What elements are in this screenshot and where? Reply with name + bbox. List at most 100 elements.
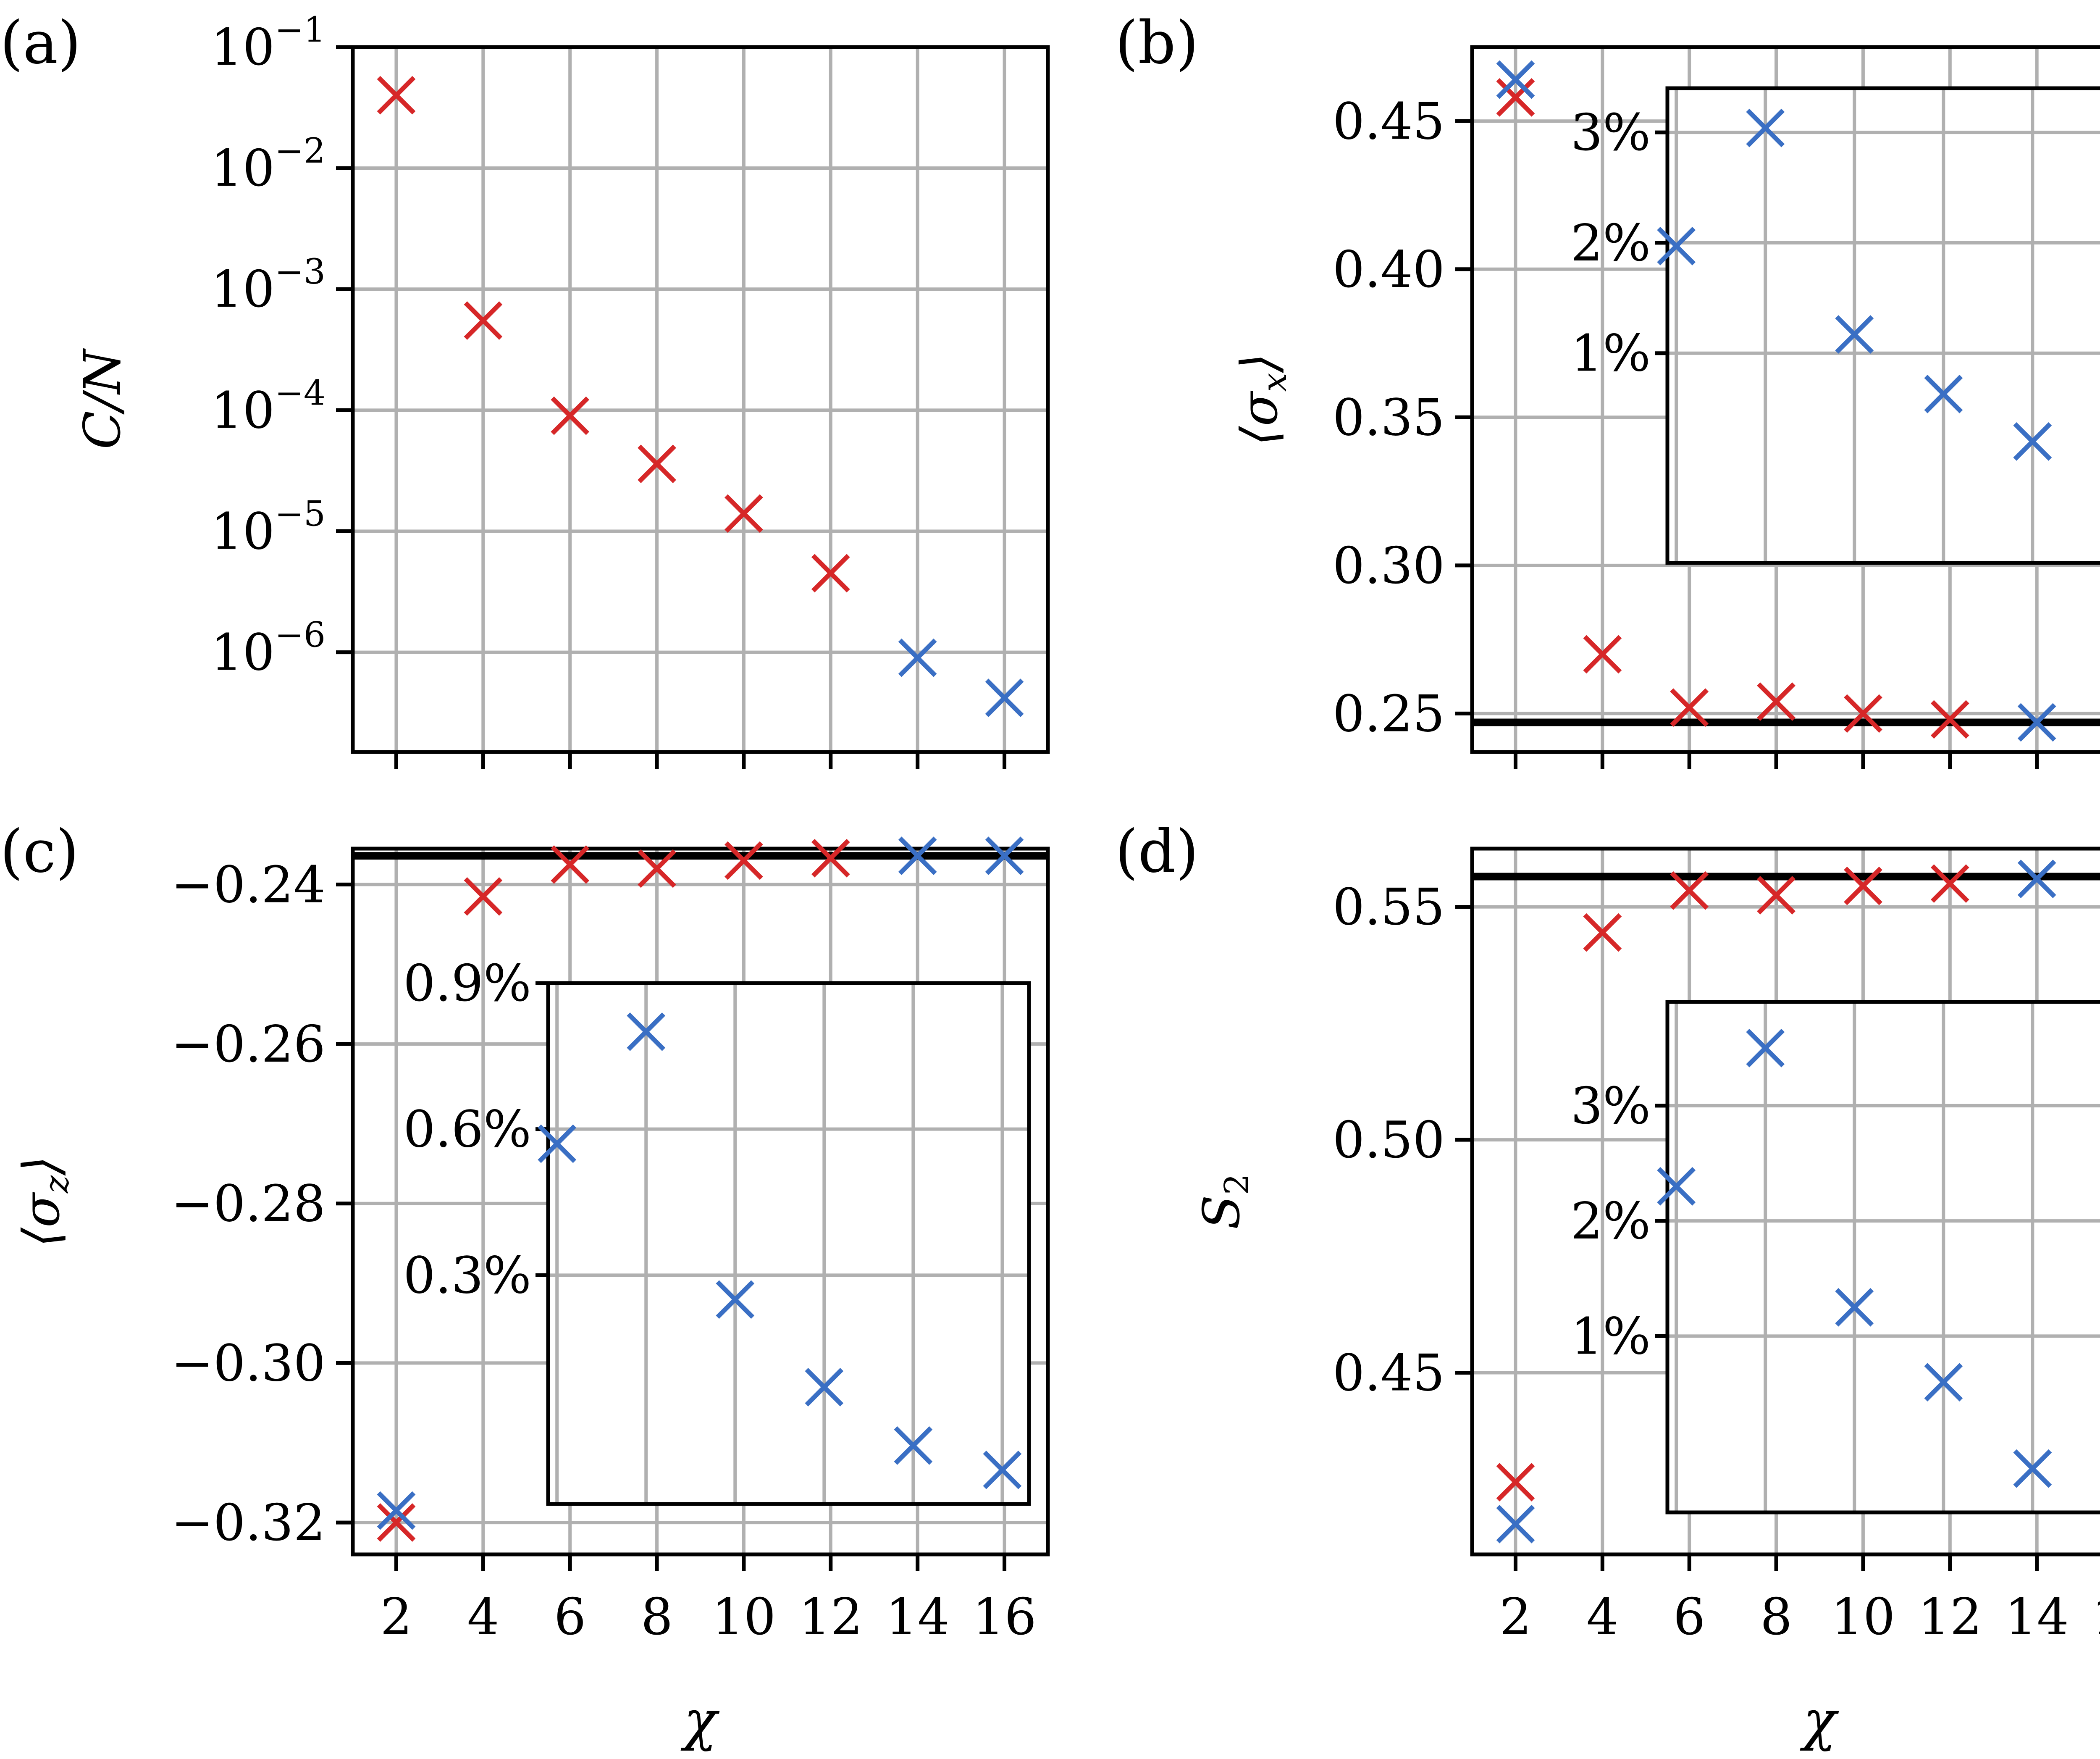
data-point-blue [1496, 60, 1535, 99]
axes-frame [1470, 847, 2100, 1557]
inset-y-tick-label: 1% [1571, 325, 1651, 383]
inset: 0.3% 0.6% 0.9% [403, 954, 1031, 1506]
inset-y-tick-label: 0.9% [403, 954, 531, 1013]
data-point-red [1757, 682, 1796, 721]
x-tick-label: 6 [554, 1588, 586, 1646]
data-point-blue [377, 1491, 416, 1530]
data-point-red [638, 444, 676, 484]
data-point-red [1757, 876, 1796, 915]
y-tick-label: −0.28 [171, 1175, 326, 1233]
x-tick-label: 10 [712, 1588, 776, 1646]
inset-data-point-blue [538, 1124, 577, 1163]
x-tick-label: 14 [885, 1588, 950, 1646]
x-axis-label: χ [1800, 1688, 1839, 1752]
panel-label: (c) [0, 818, 79, 886]
data-point-red [638, 849, 676, 888]
data-point-red [377, 1503, 416, 1542]
inset-data-point-blue [805, 1367, 844, 1407]
inset: 1% 2% 3% [1571, 1000, 2100, 1514]
inset-data-point-blue [1835, 1288, 1874, 1327]
y-tick-label: 0.35 [1333, 389, 1445, 447]
inset-frame [546, 981, 1031, 1506]
inset-gridlines [1667, 1002, 2100, 1512]
x-axis-label: χ [680, 1688, 720, 1752]
y-tick-label: 10−5 [210, 494, 326, 561]
x-tick-label: 4 [1586, 1588, 1618, 1646]
y-axis-label: C/N [74, 348, 132, 449]
gridlines [353, 47, 1048, 752]
x-tick-label: 16 [972, 1588, 1037, 1646]
inset-data-point-blue [1657, 1167, 1696, 1206]
inset-y-tick-label: 1% [1571, 1307, 1651, 1366]
inset-y-tick-label: 3% [1571, 1077, 1651, 1136]
x-tick-label: 10 [1831, 1588, 1895, 1646]
data-point-red [464, 877, 503, 916]
axes-frame [1470, 45, 2100, 754]
inset-background [1667, 1002, 2100, 1512]
y-tick-label: 0.45 [1333, 1344, 1445, 1403]
x-tick-label: 4 [467, 1588, 499, 1646]
inset-y-tick-label: 2% [1571, 1192, 1651, 1251]
data-point-red [1583, 635, 1622, 674]
panel-c: 2 4 6 8 10 12 14 16 −0.24 −0.26 −0.28 −0.30 −0.32 (c)… [0, 818, 1050, 1752]
x-tick-label: 14 [2005, 1588, 2069, 1646]
y-tick-label: 10−4 [210, 373, 326, 440]
x-tick-label: 2 [1499, 1588, 1531, 1646]
x-tick-label: 12 [798, 1588, 863, 1646]
x-tick-label: 2 [380, 1588, 412, 1646]
inset-data-point-blue [716, 1280, 755, 1319]
y-tick-label: 0.40 [1333, 241, 1445, 299]
data-point-red [811, 839, 850, 878]
inset-data-point-blue [894, 1426, 933, 1465]
data-point-red [464, 301, 503, 340]
inset-data-point-blue [2013, 422, 2052, 461]
inset-y-tick-label: 0.3% [403, 1246, 531, 1305]
y-tick-label: 0.55 [1333, 878, 1445, 937]
data-point-red [1496, 78, 1535, 117]
inset-background [548, 983, 1029, 1504]
y-tick-label: 10−1 [210, 10, 326, 77]
data-point-blue [985, 678, 1024, 718]
y-tick-label: 10−6 [210, 615, 326, 682]
inset-gridlines [1667, 88, 2100, 563]
y-tick-label: 0.30 [1333, 537, 1445, 595]
x-tick-label: 6 [1673, 1588, 1705, 1646]
data-point-red [1930, 864, 1969, 903]
y-tick-label: 0.45 [1333, 92, 1445, 151]
inset: 1% 2% 3% [1571, 86, 2100, 565]
x-tick-label: 16 [2092, 1588, 2100, 1646]
data-point-blue [2017, 703, 2056, 742]
inset-y-tick-label: 0.6% [403, 1101, 531, 1159]
x-tick-label: 12 [1918, 1588, 1982, 1646]
y-tick-label: 0.50 [1333, 1111, 1445, 1170]
data-point-red [724, 494, 763, 533]
inset-data-point-blue [1657, 226, 1696, 266]
y-tick-label: 0.25 [1333, 685, 1445, 743]
y-axis-label: S2 [1193, 1173, 1256, 1229]
inset-gridlines [548, 983, 1029, 1504]
data-point-red [811, 554, 850, 593]
inset-data-point-blue [2013, 1449, 2052, 1488]
panel-a: 10−1 10−2 10−3 10−4 10−5 10−6 (a) C/N [0, 9, 1050, 769]
y-tick-label: 10−2 [210, 131, 326, 198]
y-tick-label: −0.32 [171, 1494, 326, 1552]
data-point-blue [985, 836, 1024, 875]
panel-label: (a) [0, 9, 81, 77]
data-point-blue [898, 638, 937, 677]
data-point-red [551, 845, 590, 884]
inset-data-point-blue [1924, 1363, 1963, 1401]
inset-y-tick-label: 3% [1571, 104, 1651, 162]
inset-frame [1665, 86, 2100, 565]
data-point-red [1844, 866, 1882, 905]
data-point-red [551, 396, 590, 435]
data-point-blue [898, 836, 937, 875]
inset-data-point-blue [627, 1012, 666, 1051]
data-point-red [1930, 700, 1969, 739]
data-point-red [1844, 694, 1882, 733]
panel-label: (b) [1115, 9, 1199, 77]
inset-data-point-blue [1746, 108, 1785, 147]
x-tick-label: 8 [1760, 1588, 1792, 1646]
y-tick-label: −0.30 [171, 1334, 326, 1393]
panel-label: (d) [1115, 818, 1199, 886]
